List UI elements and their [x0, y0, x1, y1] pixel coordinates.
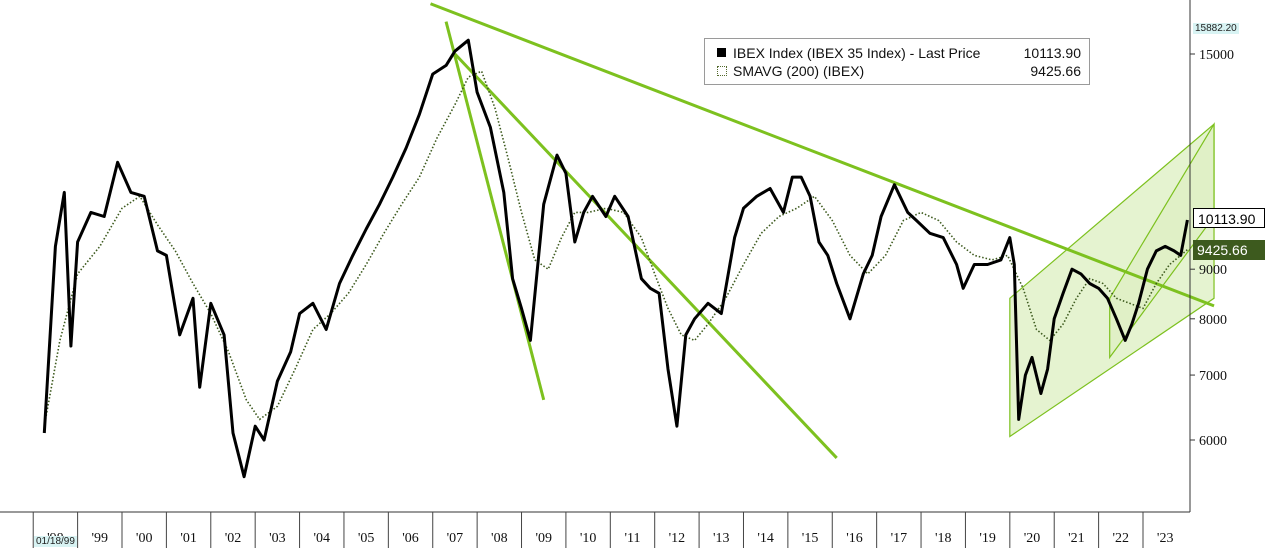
x-tick-label: '01: [180, 531, 197, 546]
legend-price-value: 10113.90: [1023, 45, 1081, 61]
trend-line-3: [453, 52, 838, 459]
x-tick-label: '10: [580, 531, 597, 546]
x-tick-label: '99: [92, 531, 109, 546]
y-tick-label: 9000: [1199, 263, 1227, 278]
high-value-label: 15882.20: [1193, 23, 1239, 34]
series-layer: [42, 38, 1189, 479]
x-tick-label: '17: [891, 531, 908, 546]
x-tick-label: '21: [1068, 531, 1085, 546]
x-tick-label: '20: [1024, 531, 1041, 546]
x-tick-label: '23: [1157, 531, 1174, 546]
x-tick-label: '03: [269, 531, 286, 546]
legend-row-price: IBEX Index (IBEX 35 Index) - Last Price …: [715, 44, 1081, 62]
x-tick-label: '15: [802, 531, 819, 546]
trend-lines: [429, 2, 1215, 459]
y-tick-label: 8000: [1199, 313, 1227, 328]
x-tick-label: '04: [313, 531, 330, 546]
x-tick-label: '02: [225, 531, 242, 546]
x-tick-label: '12: [669, 531, 686, 546]
trend-channels: [1009, 121, 1215, 438]
last-price-label: 10113.90: [1193, 208, 1265, 228]
x-tick-label: '07: [447, 531, 464, 546]
series-line-price: [42, 38, 1189, 479]
y-tick-label: 7000: [1199, 369, 1227, 384]
y-tick-label: 15000: [1199, 48, 1234, 63]
legend-sma-value: 9425.66: [1030, 63, 1081, 79]
legend-row-sma: SMAVG (200) (IBEX) 9425.66: [715, 62, 1081, 80]
sma-swatch-icon: [717, 66, 727, 76]
legend-sma-name: SMAVG (200) (IBEX): [733, 63, 865, 79]
trend-channel-2: [1109, 121, 1215, 360]
axes: 600070008000900015000'98'99'00'01'02'03'…: [0, 0, 1234, 548]
price-swatch-icon: [717, 48, 726, 57]
x-tick-label: '16: [846, 531, 863, 546]
series-line-sma: [43, 70, 1188, 427]
trend-line-1: [429, 2, 1215, 308]
start-date-label: 01/18/99: [34, 536, 77, 547]
last-sma-label: 9425.66: [1193, 240, 1265, 260]
legend-price-name: IBEX Index (IBEX 35 Index) - Last Price: [733, 45, 981, 61]
x-tick-label: '05: [358, 531, 375, 546]
x-tick-label: '19: [979, 531, 996, 546]
legend: IBEX Index (IBEX 35 Index) - Last Price …: [704, 38, 1090, 85]
x-tick-label: '13: [713, 531, 730, 546]
x-tick-label: '08: [491, 531, 508, 546]
x-tick-label: '18: [935, 531, 952, 546]
x-tick-label: '00: [136, 531, 153, 546]
x-tick-label: '22: [1113, 531, 1130, 546]
x-tick-label: '09: [535, 531, 552, 546]
trend-line-2: [444, 21, 546, 401]
y-tick-label: 6000: [1199, 434, 1227, 449]
x-tick-label: '06: [402, 531, 419, 546]
x-tick-label: '14: [757, 531, 774, 546]
x-tick-label: '11: [624, 531, 640, 546]
